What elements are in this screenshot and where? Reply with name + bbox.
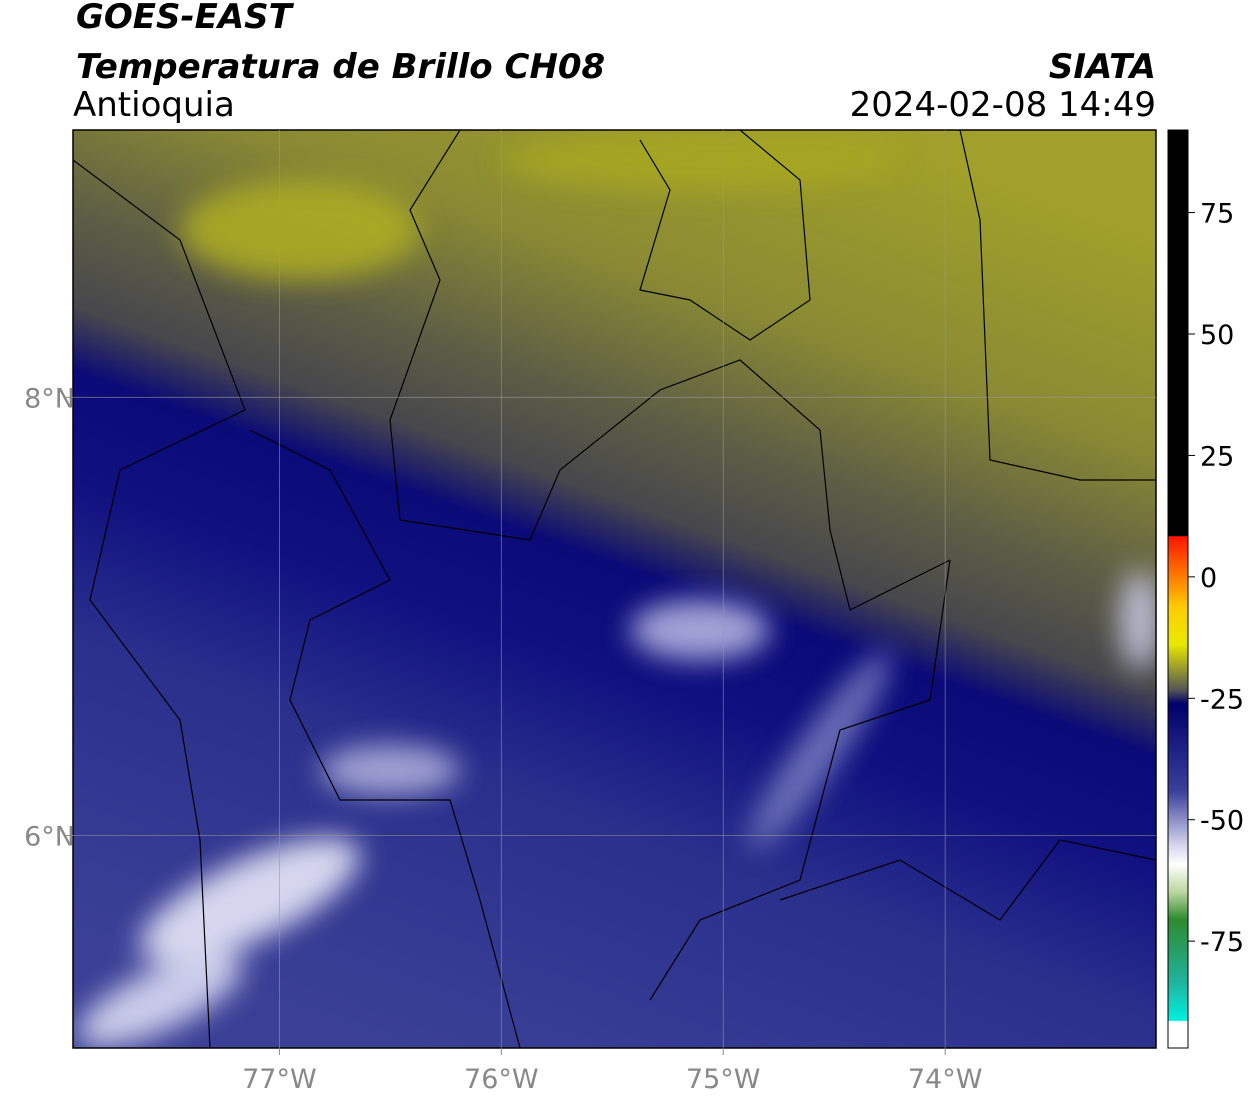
colorbar-tick-label: -25 xyxy=(1200,684,1244,715)
x-tick-label: 77°W xyxy=(242,1064,317,1095)
colorbar xyxy=(1167,129,1189,1049)
source: SIATA xyxy=(1049,47,1156,87)
datetime: 2024-02-08 14:49 xyxy=(850,85,1156,125)
colorbar-tick-label: -50 xyxy=(1200,806,1244,837)
map-frame xyxy=(72,129,1157,1049)
title: GOES-EAST xyxy=(76,0,295,37)
colorbar-tick-label: 50 xyxy=(1200,320,1234,351)
y-tick-label: 8°N xyxy=(24,383,75,414)
region: Antioquia xyxy=(73,85,235,125)
x-tick-label: 75°W xyxy=(686,1064,761,1095)
colorbar-tick-label: 0 xyxy=(1200,563,1217,594)
colorbar-tick-label: 25 xyxy=(1200,441,1234,472)
colorbar-tick-label: 75 xyxy=(1200,199,1234,230)
colorbar-tick-label: -75 xyxy=(1200,927,1244,958)
y-tick-label: 6°N xyxy=(24,821,75,852)
map-image xyxy=(73,130,1156,1048)
x-tick-label: 74°W xyxy=(908,1064,983,1095)
x-tick-label: 76°W xyxy=(464,1064,539,1095)
subtitle: Temperatura de Brillo CH08 xyxy=(76,47,605,87)
